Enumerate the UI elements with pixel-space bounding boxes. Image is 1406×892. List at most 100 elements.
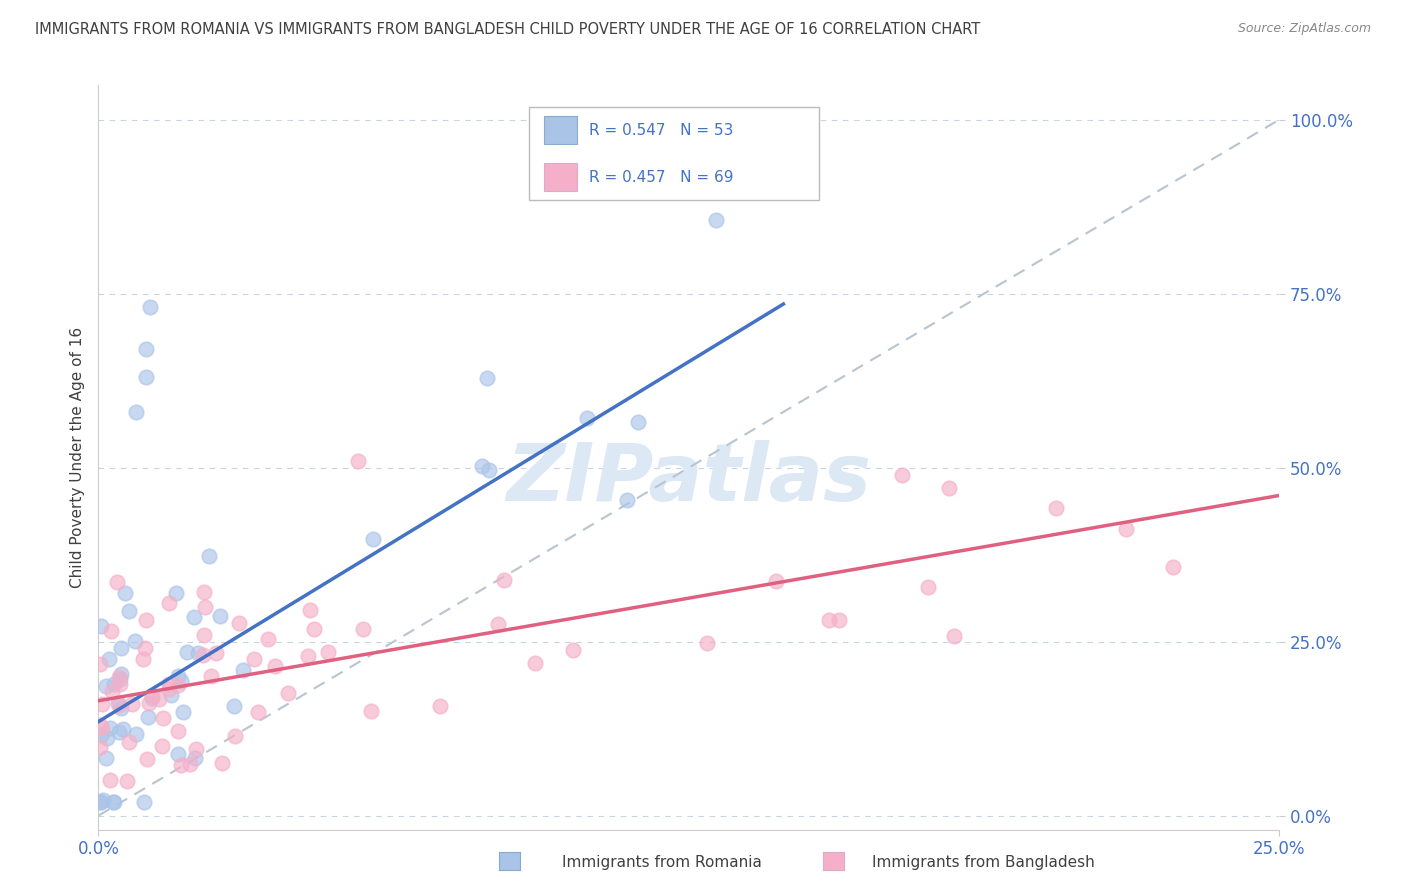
Point <box>103 677 125 691</box>
Point <box>1045 501 1067 516</box>
Point <box>224 698 246 713</box>
Point <box>138 696 160 710</box>
Point <box>100 624 122 639</box>
Point <box>121 698 143 712</box>
Point <box>938 482 960 496</box>
Point <box>111 723 134 737</box>
Point <box>486 617 509 632</box>
Point <box>704 213 727 227</box>
Point <box>179 757 201 772</box>
Point <box>942 629 965 643</box>
Point <box>224 729 246 743</box>
Point <box>114 585 136 599</box>
Point <box>167 747 190 761</box>
Point <box>103 795 125 809</box>
Point <box>890 467 912 482</box>
Point <box>209 608 232 623</box>
Point <box>576 411 599 425</box>
Point <box>90 722 112 736</box>
Point <box>89 657 111 671</box>
Text: ZIPatlas: ZIPatlas <box>506 441 872 518</box>
Point <box>917 580 939 594</box>
Point <box>108 670 131 684</box>
Point <box>98 772 121 787</box>
Point <box>150 739 173 754</box>
Point <box>135 613 157 627</box>
Point <box>193 628 215 642</box>
Point <box>141 689 163 703</box>
Point <box>105 574 128 589</box>
Point <box>429 698 451 713</box>
Point <box>257 632 280 646</box>
Point <box>298 603 321 617</box>
Point <box>302 622 325 636</box>
Point <box>169 758 191 772</box>
Point <box>125 405 148 419</box>
Point <box>347 453 370 467</box>
Y-axis label: Child Poverty Under the Age of 16: Child Poverty Under the Age of 16 <box>69 326 84 588</box>
Point <box>361 533 384 547</box>
Point <box>198 549 221 563</box>
Point <box>166 677 188 691</box>
Point <box>193 584 215 599</box>
Point <box>101 683 124 698</box>
Point <box>277 686 299 700</box>
Point <box>186 742 208 756</box>
Point <box>246 705 269 719</box>
Point <box>125 726 148 740</box>
Point <box>475 371 498 385</box>
Point <box>152 711 174 725</box>
Bar <box>544 163 576 191</box>
Point <box>228 616 250 631</box>
FancyBboxPatch shape <box>530 107 818 200</box>
Point <box>167 723 190 738</box>
Point <box>139 301 162 315</box>
Point <box>264 659 287 673</box>
Point <box>108 725 131 739</box>
Point <box>818 613 841 627</box>
Point <box>194 599 217 614</box>
Point <box>616 492 638 507</box>
Point <box>91 698 114 712</box>
Point <box>765 574 787 589</box>
Point <box>138 710 160 724</box>
Point <box>166 669 188 683</box>
Point <box>232 663 254 677</box>
Point <box>110 700 132 714</box>
Point <box>118 735 141 749</box>
Point <box>211 756 233 771</box>
Text: IMMIGRANTS FROM ROMANIA VS IMMIGRANTS FROM BANGLADESH CHILD POVERTY UNDER THE AG: IMMIGRANTS FROM ROMANIA VS IMMIGRANTS FR… <box>35 22 980 37</box>
Point <box>561 643 583 657</box>
Point <box>187 646 209 660</box>
Point <box>160 689 183 703</box>
Point <box>90 795 112 809</box>
Point <box>134 795 156 809</box>
Point <box>478 463 501 477</box>
Text: Immigrants from Bangladesh: Immigrants from Bangladesh <box>872 855 1094 870</box>
Bar <box>544 116 576 145</box>
Point <box>626 415 648 429</box>
Point <box>243 652 266 666</box>
Point <box>89 739 111 754</box>
Point <box>316 645 339 659</box>
Point <box>157 596 180 610</box>
Point <box>90 728 112 742</box>
Point <box>524 656 547 670</box>
Point <box>205 646 228 660</box>
Point <box>172 705 194 719</box>
Point <box>159 681 181 696</box>
Point <box>90 619 112 633</box>
Point <box>828 613 851 627</box>
Point <box>132 652 155 666</box>
Text: R = 0.547   N = 53: R = 0.547 N = 53 <box>589 123 733 137</box>
Point <box>91 792 114 806</box>
Point <box>97 651 120 665</box>
Point <box>352 622 374 636</box>
Point <box>108 672 131 686</box>
Point <box>141 691 163 706</box>
Point <box>98 722 121 736</box>
Point <box>110 667 132 681</box>
Point <box>107 696 129 710</box>
Point <box>165 586 187 600</box>
Point <box>110 676 132 690</box>
